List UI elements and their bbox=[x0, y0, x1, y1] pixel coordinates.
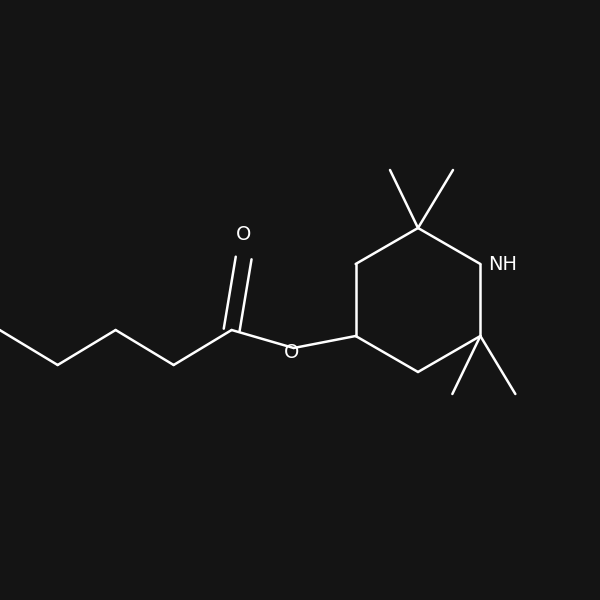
Text: O: O bbox=[284, 343, 299, 362]
Text: NH: NH bbox=[488, 254, 517, 274]
Text: O: O bbox=[236, 225, 251, 244]
